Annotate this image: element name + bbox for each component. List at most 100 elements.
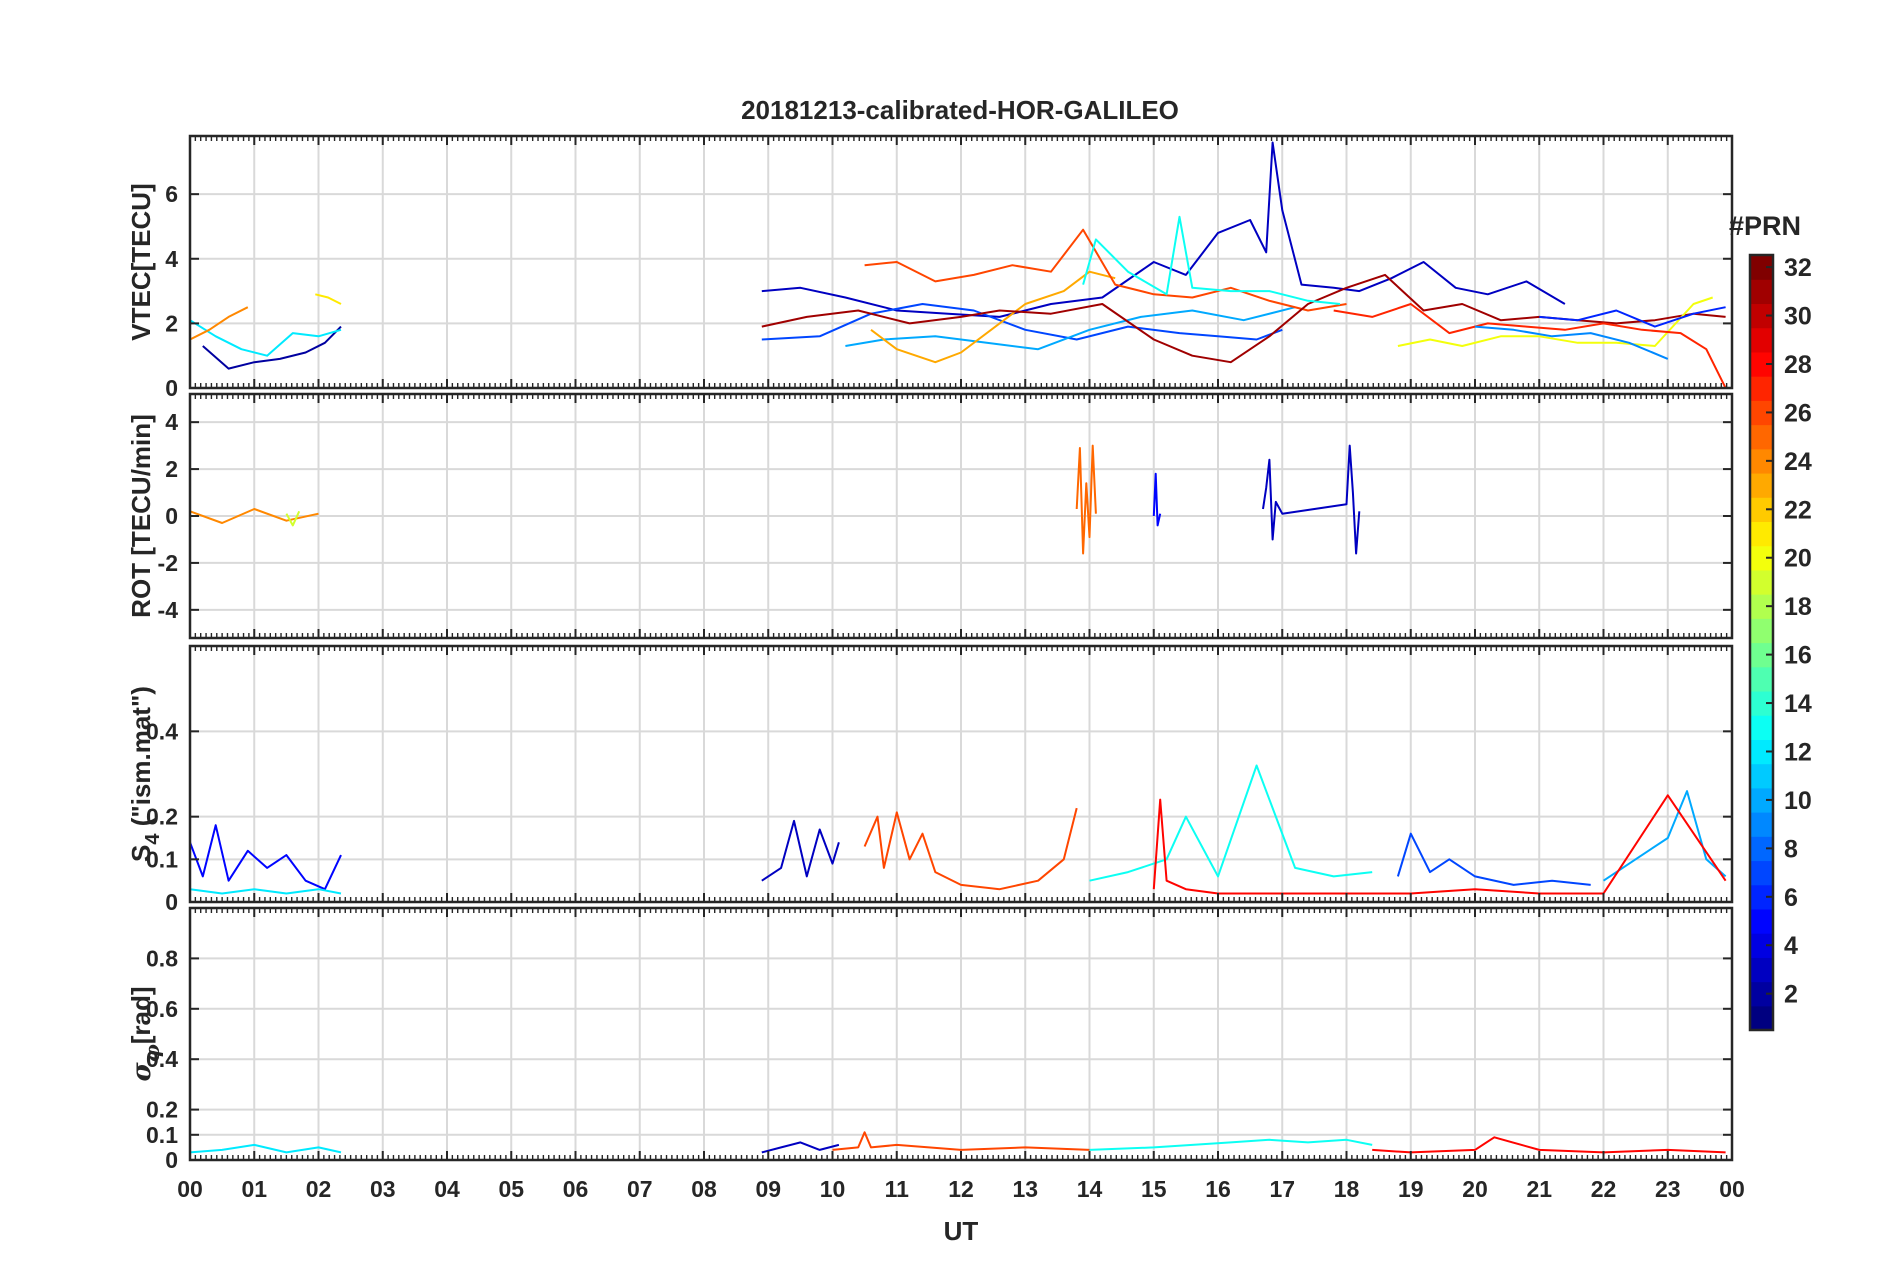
- vtec-series-prn-3: [761, 141, 1566, 318]
- colorbar-tick-label: 12: [1784, 738, 1812, 766]
- x-tick-labels: 00 01 02 03 04 05 06 07 08 09 10 11 12 13 14 15 16 17 18 19…: [177, 1176, 1745, 1202]
- sigma-label-main: σ: [127, 1062, 157, 1082]
- colorbar-tick-label: 22: [1784, 496, 1812, 524]
- s4-y-tick-label: 0.1: [146, 846, 178, 872]
- figure-title: 20181213-calibrated-HOR-GALILEO: [741, 95, 1179, 125]
- sigma-series-prn-12: [190, 1143, 342, 1154]
- sigma-y-tick-label: 0.1: [146, 1122, 178, 1148]
- colorbar-label: #PRN: [1729, 211, 1801, 241]
- colorbar-band-prn-28: [1750, 351, 1773, 377]
- colorbar-band-prn-23: [1750, 472, 1773, 498]
- colorbar-tick-label: 18: [1784, 593, 1812, 621]
- x-tick-label: 03: [370, 1176, 396, 1202]
- s4-y-tick-label: 0.2: [146, 804, 178, 830]
- sigma-label-sub: φ: [140, 1044, 164, 1062]
- colorbar-band-prn-13: [1750, 715, 1773, 740]
- colorbar-tick-label: 20: [1784, 545, 1812, 573]
- x-tick-label: 12: [948, 1176, 974, 1202]
- x-tick-label: 06: [563, 1176, 589, 1202]
- sigma-series-prn-3: [761, 1141, 840, 1154]
- sigma-ticks: 00.10.2 0.4 0.6 0.8: [146, 908, 1733, 1173]
- x-tick-label: 14: [1077, 1176, 1103, 1202]
- s4-series-prn-28: [1152, 794, 1727, 895]
- rot-y-tick-label: 2: [165, 456, 178, 482]
- vtec-series-prn-2: [202, 325, 342, 370]
- colorbar-band-prn-5: [1750, 908, 1773, 934]
- sigma-series-prn-13: [1089, 1138, 1373, 1151]
- colorbar-band-prn-29: [1750, 327, 1773, 353]
- x-tick-label: 18: [1334, 1176, 1360, 1202]
- colorbar-tick-label: 30: [1784, 303, 1812, 331]
- colorbar-band-prn-3: [1750, 957, 1773, 983]
- s4-series-prn-13: [1089, 764, 1373, 882]
- x-tick-label: 15: [1141, 1176, 1167, 1202]
- colorbar-tick-label: 16: [1784, 642, 1812, 670]
- colorbar-band-prn-15: [1750, 666, 1773, 692]
- x-tick-label: 19: [1398, 1176, 1424, 1202]
- x-tick-label: 00: [1719, 1176, 1745, 1202]
- rot-y-tick-label: 0: [165, 503, 178, 529]
- colorbar-tick-label: 8: [1784, 835, 1798, 863]
- colorbar-band-prn-27: [1750, 376, 1773, 401]
- s4-series-prn-12: [190, 888, 342, 895]
- colorbar-band-prn-2: [1750, 981, 1773, 1007]
- sigma-series-prn-26: [832, 1131, 1090, 1151]
- sigma-series-prn-28: [1372, 1136, 1726, 1154]
- colorbar-band-prn-26: [1750, 400, 1773, 426]
- panel-rot: -4 -2 0 2 4 ROT [TECU/min]: [126, 392, 1734, 640]
- s4-series-prn-3: [761, 819, 840, 882]
- rot-y-axis-label: ROT [TECU/min]: [126, 414, 156, 618]
- vtec-y-tick-label: 4: [165, 246, 178, 272]
- rot-y-tick-label: 4: [165, 409, 178, 435]
- vtec-axes-frame: [188, 134, 1734, 390]
- rot-y-tick-label: -2: [158, 550, 178, 576]
- vtec-y-tick-label: 6: [165, 181, 178, 207]
- x-tick-label: 20: [1462, 1176, 1488, 1202]
- s4-y-axis-label: S4 ("ism.mat"): [126, 686, 164, 862]
- colorbar-band-prn-7: [1750, 860, 1773, 886]
- sigma-axes-frame: [188, 906, 1734, 1162]
- sigma-y-tick-label: 0: [165, 1147, 178, 1173]
- colorbar-tick-label: 24: [1784, 448, 1812, 476]
- x-tick-label: 17: [1269, 1176, 1295, 1202]
- colorbar-band-prn-32: [1750, 255, 1773, 280]
- colorbar-band-prn-21: [1750, 521, 1773, 547]
- panel-sigma: 00.10.2 0.4 0.6 0.8 σφ[rad]: [126, 906, 1734, 1173]
- colorbar-band-prn-10: [1750, 787, 1773, 813]
- x-tick-label: 23: [1655, 1176, 1681, 1202]
- vtec-series-prn-20: [1397, 296, 1714, 347]
- x-tick-label: 01: [241, 1176, 267, 1202]
- s4-axes-frame: [188, 644, 1734, 904]
- sigma-y-tick-label: 0.6: [146, 996, 178, 1022]
- s4-y-tick-label: 0: [165, 889, 178, 915]
- panel-vtec: 0 2 4 6 VTEC[TECU]: [126, 134, 1734, 401]
- sigma-y-tick-label: 0.4: [146, 1046, 178, 1072]
- colorbar-bands: [1750, 255, 1773, 1031]
- x-tick-label: 10: [820, 1176, 846, 1202]
- colorbar-tick-label: 10: [1784, 787, 1812, 815]
- s4-series-prn-10: [1602, 790, 1727, 882]
- colorbar-band-prn-30: [1750, 303, 1773, 329]
- colorbar-band-prn-4: [1750, 933, 1773, 958]
- rot-series-prn-24: [190, 508, 319, 524]
- rot-series: [190, 444, 1361, 555]
- rot-series-prn-25: [1075, 444, 1097, 555]
- sigma-y-tick-label: 0.8: [146, 945, 178, 971]
- vtec-series-prn-10: [845, 306, 1296, 351]
- x-axis-label: UT: [944, 1216, 979, 1246]
- rot-series-prn-3: [1262, 444, 1361, 555]
- vtec-y-tick-label: 0: [165, 375, 178, 401]
- colorbar-band-prn-1: [1750, 1005, 1773, 1031]
- rot-axes-frame: [188, 392, 1734, 640]
- vtec-series-prn-24: [190, 306, 249, 341]
- x-tick-label: 07: [627, 1176, 653, 1202]
- rot-series-prn-5: [1152, 472, 1162, 527]
- x-tick-label: 22: [1591, 1176, 1617, 1202]
- s4-y-tick-label: 0.4: [146, 718, 178, 744]
- vtec-series-prn-12: [190, 319, 342, 357]
- rot-series-prn-19: [285, 510, 301, 527]
- colorbar-band-prn-20: [1750, 545, 1773, 571]
- x-tick-label: 11: [885, 1176, 910, 1202]
- colorbar-band-prn-31: [1750, 279, 1773, 305]
